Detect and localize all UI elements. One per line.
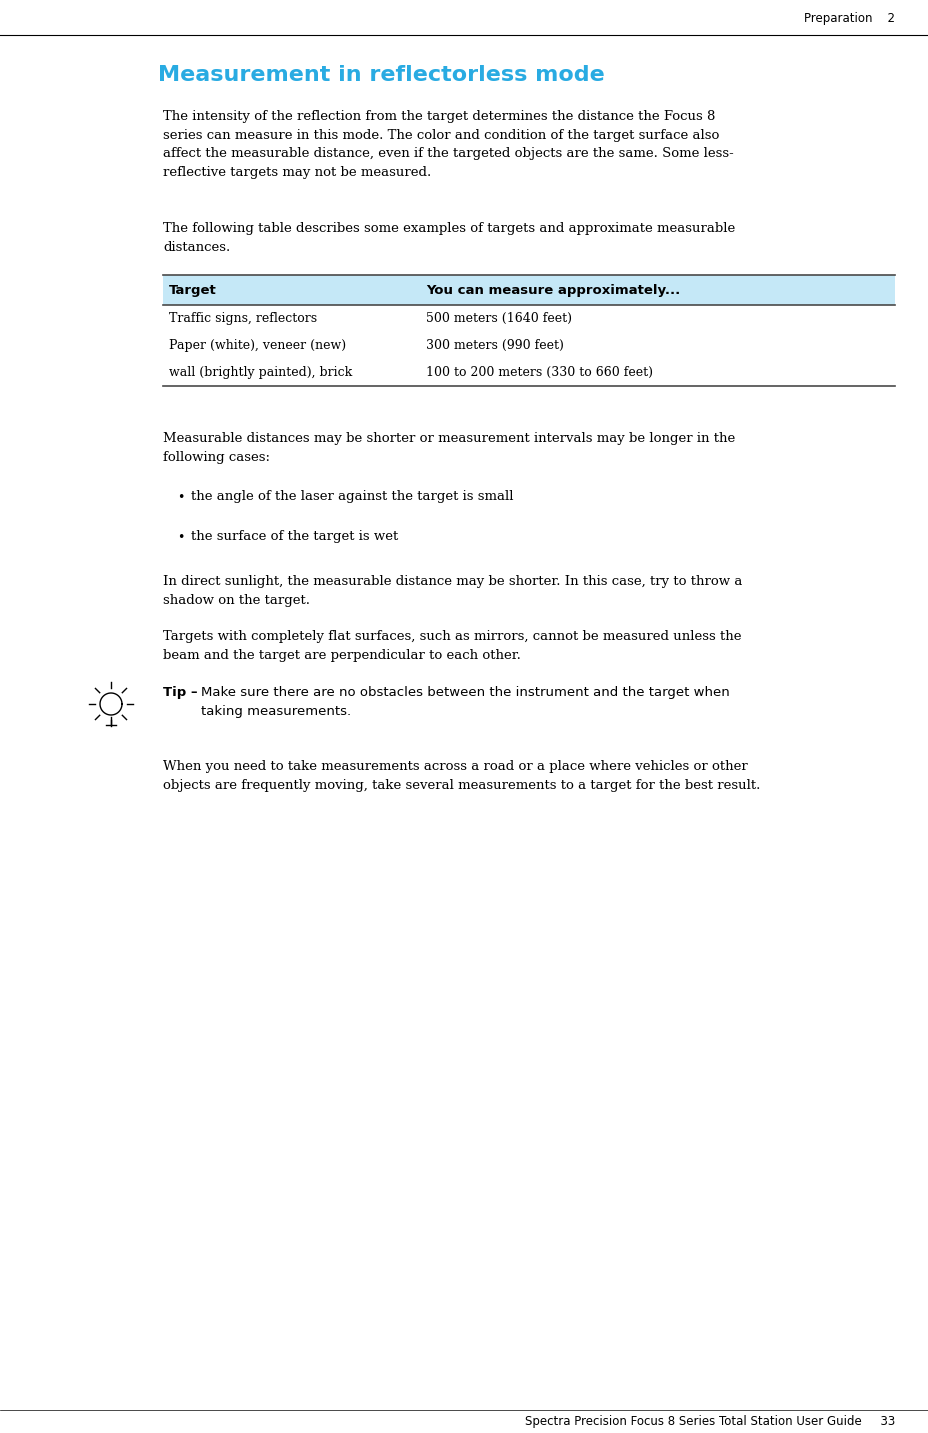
Text: Traffic signs, reflectors: Traffic signs, reflectors [169, 312, 316, 325]
Text: the surface of the target is wet: the surface of the target is wet [191, 530, 398, 543]
Text: the angle of the laser against the target is small: the angle of the laser against the targe… [191, 490, 513, 503]
Text: Measurable distances may be shorter or measurement intervals may be longer in th: Measurable distances may be shorter or m… [162, 431, 734, 463]
Text: The intensity of the reflection from the target determines the distance the Focu: The intensity of the reflection from the… [162, 110, 733, 179]
Text: 100 to 200 meters (330 to 660 feet): 100 to 200 meters (330 to 660 feet) [426, 365, 652, 378]
Bar [162, 275, 894, 305]
Text: 300 meters (990 feet): 300 meters (990 feet) [426, 340, 563, 353]
Text: When you need to take measurements across a road or a place where vehicles or ot: When you need to take measurements acros… [162, 759, 759, 791]
Text: Target: Target [169, 284, 216, 297]
Text: •: • [177, 492, 184, 504]
Text: Targets with completely flat surfaces, such as mirrors, cannot be measured unles: Targets with completely flat surfaces, s… [162, 631, 741, 662]
Text: Paper (white), veneer (new): Paper (white), veneer (new) [169, 340, 346, 353]
Text: Make sure there are no obstacles between the instrument and the target when
taki: Make sure there are no obstacles between… [200, 686, 729, 718]
Text: wall (brightly painted), brick: wall (brightly painted), brick [169, 365, 352, 378]
Text: Preparation    2: Preparation 2 [803, 11, 894, 24]
Text: The following table describes some examples of targets and approximate measurabl: The following table describes some examp… [162, 222, 734, 254]
Text: 500 meters (1640 feet): 500 meters (1640 feet) [426, 312, 572, 325]
Text: Measurement in reflectorless mode: Measurement in reflectorless mode [158, 64, 604, 85]
Text: Tip –: Tip – [162, 686, 198, 699]
Text: You can measure approximately...: You can measure approximately... [426, 284, 679, 297]
Text: Spectra Precision Focus 8 Series Total Station User Guide     33: Spectra Precision Focus 8 Series Total S… [524, 1416, 894, 1429]
Text: In direct sunlight, the measurable distance may be shorter. In this case, try to: In direct sunlight, the measurable dista… [162, 575, 741, 606]
Text: •: • [177, 532, 184, 545]
